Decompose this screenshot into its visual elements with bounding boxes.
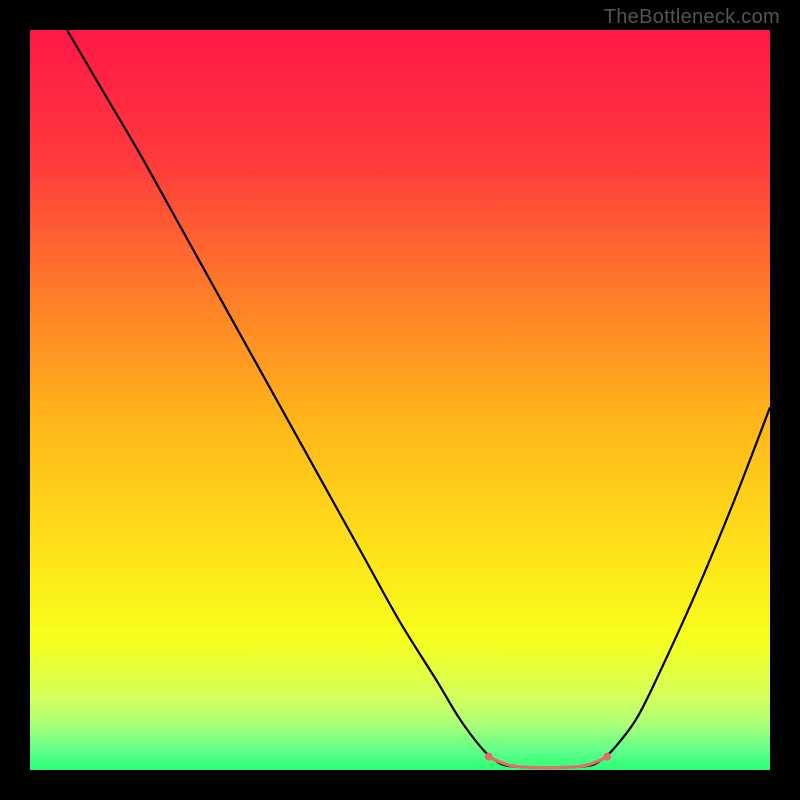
bottleneck-curve (67, 30, 770, 768)
optimal-range-start-dot (485, 753, 493, 761)
curve-layer (30, 30, 770, 770)
optimal-range-end-dot (603, 753, 611, 761)
optimal-range-segment (489, 757, 607, 768)
watermark-text: TheBottleneck.com (604, 6, 780, 29)
plot-area (30, 30, 770, 770)
